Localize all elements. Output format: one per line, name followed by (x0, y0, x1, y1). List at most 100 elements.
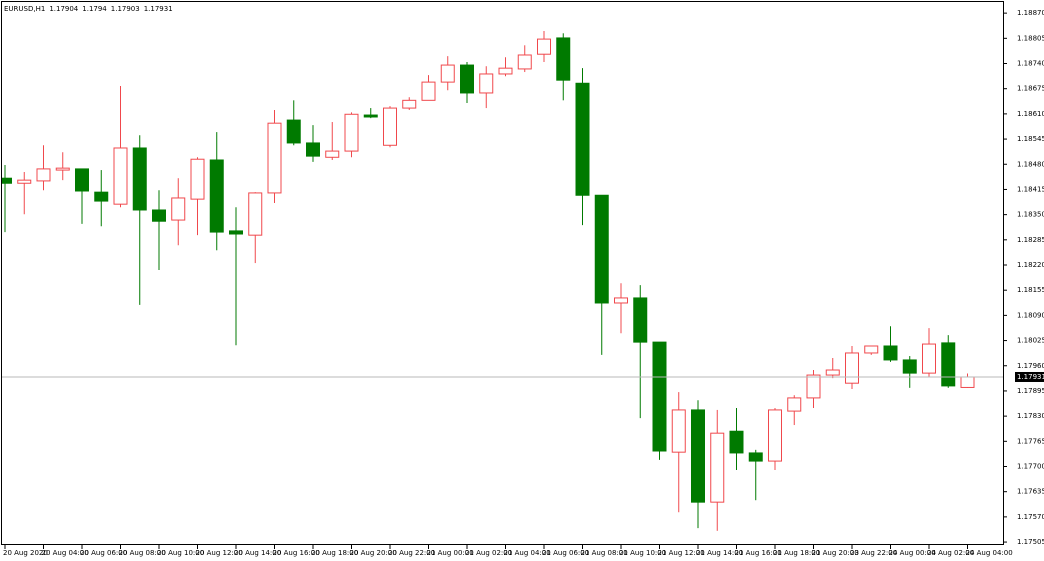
candle-body (229, 230, 243, 235)
candle-body (132, 147, 147, 211)
x-tick-label: 20 Aug 2020 (3, 549, 48, 557)
candle-body (517, 54, 532, 70)
y-tick-label: 1.18610 (1017, 110, 1044, 118)
candle-body (575, 82, 590, 196)
x-tick-label: 21 Aug 16:00 (735, 549, 782, 557)
y-tick-label: 1.17505 (1017, 538, 1044, 546)
y-tick-label: 1.17570 (1017, 513, 1044, 521)
candle-body (864, 345, 879, 354)
candle-body (286, 119, 301, 144)
y-tick-label: 1.18740 (1017, 60, 1044, 68)
candle-body (36, 168, 51, 182)
candle-body (421, 81, 436, 101)
candle-body (594, 194, 609, 304)
plot-frame (1, 1, 1004, 545)
x-tick-label: 20 Aug 08:00 (119, 549, 166, 557)
candle-body (748, 452, 763, 462)
candle-body (460, 64, 474, 94)
y-tick-label: 1.18545 (1017, 135, 1044, 143)
x-tick-label: 20 Aug 06:00 (80, 549, 127, 557)
x-tick-label: 21 Aug 02:00 (465, 549, 512, 557)
header-open: 1.17904 (49, 5, 78, 13)
candle-body (363, 114, 378, 118)
candle-body (614, 297, 628, 304)
y-tick-label: 1.17960 (1017, 362, 1044, 370)
candle-body (267, 122, 282, 194)
y-tick-label: 1.18350 (1017, 211, 1044, 219)
candle-body (537, 38, 551, 55)
candle-body (55, 167, 70, 171)
y-tick-label: 1.17895 (1017, 387, 1044, 395)
x-tick-label: 20 Aug 04:00 (42, 549, 89, 557)
x-tick-label: 21 Aug 00:00 (427, 549, 474, 557)
candle-body (171, 197, 186, 221)
x-tick-label: 20 Aug 22:00 (388, 549, 435, 557)
candle-body (402, 99, 417, 109)
candle-body (922, 343, 936, 374)
y-tick-label: 1.18675 (1017, 85, 1044, 93)
y-tick-label: 1.18805 (1017, 34, 1044, 42)
candle-body (960, 376, 975, 388)
y-tick-label: 1.17635 (1017, 488, 1044, 496)
candle-body (190, 158, 205, 200)
y-tick-label: 1.18285 (1017, 236, 1044, 244)
candle-body (344, 113, 359, 152)
price-label: 1.17931 (1017, 373, 1044, 381)
header-high: 1.1794 (82, 5, 107, 13)
candle-body (710, 432, 725, 503)
candle-body (691, 409, 705, 503)
x-tick-label: 20 Aug 12:00 (196, 549, 243, 557)
candle-body (902, 359, 917, 374)
candle-body (383, 107, 397, 146)
x-tick-label: 20 Aug 20:00 (350, 549, 397, 557)
x-tick-label: 24 Aug 04:00 (966, 549, 1013, 557)
candle-body (883, 345, 898, 361)
x-tick-label: 21 Aug 04:00 (504, 549, 551, 557)
y-tick-label: 1.17765 (1017, 437, 1044, 445)
candle-body (75, 168, 89, 192)
y-tick-label: 1.18220 (1017, 261, 1044, 269)
header-close: 1.17931 (144, 5, 173, 13)
x-tick-label: 24 Aug 00:00 (889, 549, 936, 557)
candle-body (17, 179, 32, 184)
candle-body (633, 297, 648, 343)
chart-header: EURUSD,H1 1.17904 1.1794 1.17903 1.17931 (4, 5, 173, 13)
candle-body (498, 67, 513, 75)
x-tick-label: 21 Aug 10:00 (619, 549, 666, 557)
y-tick-label: 1.18415 (1017, 185, 1044, 193)
candle-body (652, 341, 667, 452)
x-tick-label: 20 Aug 14:00 (234, 549, 281, 557)
y-tick-label: 1.17830 (1017, 412, 1044, 420)
y-tick-label: 1.17700 (1017, 463, 1044, 471)
candle-body (768, 409, 782, 462)
candle-body (825, 369, 840, 376)
candle-body (209, 159, 224, 233)
candle-body (729, 430, 744, 454)
candle-body (479, 73, 494, 94)
x-tick-label: 20 Aug 18:00 (311, 549, 358, 557)
candle-body (306, 142, 320, 157)
candle-body (806, 374, 821, 399)
candle-body (94, 191, 109, 202)
x-tick-label: 20 Aug 16:00 (273, 549, 320, 557)
price-label-box (1015, 371, 1044, 382)
candle-body (556, 37, 571, 81)
candle-body (941, 342, 956, 387)
chart-title: EURUSD,H1 (4, 5, 45, 13)
x-tick-label: 23 Aug 22:00 (850, 549, 897, 557)
x-tick-label: 21 Aug 18:00 (773, 549, 820, 557)
x-tick-label: 24 Aug 02:00 (927, 549, 974, 557)
y-tick-label: 1.18090 (1017, 311, 1044, 319)
candle-body (671, 409, 686, 453)
x-tick-label: 21 Aug 20:00 (812, 549, 859, 557)
y-tick-label: 1.18870 (1017, 9, 1044, 17)
x-tick-label: 21 Aug 12:00 (658, 549, 705, 557)
candle-body (440, 64, 455, 83)
candle-body (113, 147, 128, 205)
candle-body (325, 150, 340, 158)
x-tick-label: 21 Aug 14:00 (696, 549, 743, 557)
plot-area (2, 30, 1003, 531)
x-tick-label: 20 Aug 10:00 (157, 549, 204, 557)
